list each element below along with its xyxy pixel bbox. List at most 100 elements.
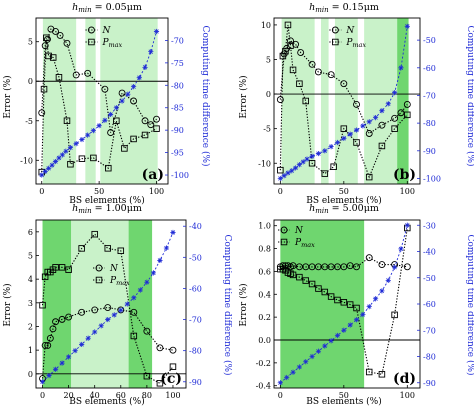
panel-d-time-point	[315, 348, 322, 354]
panel-a-time-point	[85, 132, 91, 138]
panel-b-ytick-label: 10	[261, 21, 271, 30]
panel-c-label: (c)	[160, 371, 182, 387]
panel-d-ytick-right-label: -90	[423, 379, 436, 388]
panel-a-n-point	[101, 85, 109, 93]
panel-c-ytick-label: 4	[28, 275, 33, 284]
panel-b-ytick-label: -5	[263, 125, 271, 134]
panel-c-ytick-right-label: -70	[189, 316, 202, 325]
panel-d-ytick-right-label: -30	[423, 221, 436, 230]
panel-a-time-point	[148, 49, 154, 55]
panel-b-p-max-point	[378, 142, 386, 150]
panel-b-time-point	[379, 108, 385, 114]
panel-d-time-point	[347, 322, 353, 328]
panel-d-p-max-point	[315, 285, 322, 292]
panel-a-n-point	[44, 35, 51, 43]
panel-d-time-point	[372, 296, 379, 302]
panel-b-n-point	[276, 96, 284, 104]
panel-b-time-point	[404, 23, 410, 29]
panel-c-ytick-label: 2	[28, 322, 33, 331]
panel-a-n-line	[41, 28, 157, 133]
panel-c-p-max-point	[52, 264, 59, 271]
panel-b-time-point	[296, 162, 302, 168]
panel-a-p-max-point	[153, 125, 160, 132]
panel-b-n-point	[378, 121, 386, 129]
panel-b-ytick-right-label: -100	[423, 174, 441, 183]
panel-b-time-point	[315, 150, 322, 157]
panel-a-legend-label: Pmax	[101, 38, 122, 49]
panel-a-n-point	[147, 121, 155, 129]
panel-b-legend-label: N	[345, 26, 355, 36]
panel-c-time-point	[52, 366, 59, 372]
panel-a-legend-label: N	[101, 26, 111, 36]
panel-b-n-point	[287, 37, 294, 45]
panel-b-time-point	[360, 123, 366, 129]
panel-b-n-line	[279, 39, 408, 135]
panel-a-time-point	[130, 84, 137, 90]
panel-b-shaded-band	[364, 18, 398, 184]
panel-c-p-max-point	[58, 264, 66, 271]
panel-b-xtick-label: 100	[400, 187, 415, 196]
panel-d-time-point	[385, 277, 391, 283]
panel-d-p-max-point	[340, 299, 348, 306]
panel-c-xtick-label: 40	[90, 391, 100, 400]
panel-c-time-point	[170, 229, 176, 236]
panel-a-ytick-label: 5	[28, 38, 33, 47]
panel-d-xlabel: BS elements (%)	[306, 396, 382, 407]
panel-c-n-point	[104, 304, 112, 311]
panel-b-time-point	[304, 156, 310, 162]
panel-c-ytick-right-label: -50	[189, 253, 202, 262]
panel-a-n-point	[141, 117, 149, 125]
panel-c-time-point	[150, 270, 156, 276]
panel-c-ytick-right-label: -40	[189, 222, 202, 231]
panel-b-ylabel: Error (%)	[238, 75, 249, 118]
panel-d-n-line	[280, 257, 408, 268]
panel-a-time-point	[125, 91, 131, 97]
panel-a-n-point	[107, 129, 115, 137]
panel-b-p-max-point	[284, 21, 292, 29]
panel-d-legend-label: N	[294, 226, 304, 236]
panel-d-time-point	[341, 327, 347, 333]
panel-d-time-point	[277, 380, 283, 386]
panel-a-n-point	[52, 27, 59, 35]
panel-b-legend-marker-n	[331, 26, 339, 34]
panel-c-ytick-right-label: -80	[189, 347, 202, 356]
panel-a-time-point	[96, 123, 102, 129]
panel-d-n-point	[353, 263, 360, 271]
panel-b-time-point	[347, 131, 353, 137]
panel-a-frame	[35, 17, 169, 185]
panel-b-p-max-point	[365, 173, 373, 181]
panel-b-time-point	[309, 153, 315, 159]
panel-d-p-max-point	[391, 311, 398, 319]
panel-a-ylabel-right: Computing time difference (%)	[200, 25, 211, 166]
panel-a: hmin = 0.05μm Error (%) Computing time d…	[2, 2, 211, 206]
panel-a-time-point	[49, 162, 55, 168]
panel-d-time-point	[379, 288, 385, 294]
panel-a-p-max-point	[40, 85, 48, 93]
panel-a-time-point	[79, 136, 85, 143]
panel-b-time-point	[328, 144, 334, 150]
panel-c-p-max-point	[156, 380, 164, 387]
panel-a-ytick-right-label: -100	[171, 171, 189, 180]
panel-b-n-point	[308, 60, 316, 68]
panel-d-n-point	[365, 254, 373, 262]
panel-a-time-point	[46, 165, 52, 171]
panel-d-label: (d)	[393, 371, 416, 387]
panel-c-p-max-point	[117, 247, 125, 255]
panel-c-n-point	[65, 313, 73, 321]
panel-c-time-point	[163, 245, 170, 251]
panel-d: hmin = 5.00μm Error (%) Computing time d…	[238, 203, 474, 407]
panel-c-ytick-label: 3	[28, 299, 33, 308]
panel-d-time-point	[398, 246, 404, 252]
panel-c-p-max-line	[41, 233, 174, 385]
panel-d-ylabel-right: Computing time difference (%)	[465, 234, 474, 375]
panel-a-p-max-point	[90, 154, 97, 162]
panel-b-shaded-band	[397, 18, 409, 184]
panel-b-n-point	[365, 130, 373, 137]
panel-b-time-point	[281, 173, 287, 179]
panel-c-time-point	[46, 372, 52, 379]
panel-d-p-max-point	[353, 304, 360, 312]
panel-b-p-max-point	[321, 170, 329, 177]
panel-d-n-point	[346, 262, 354, 270]
panel-a-ytick-right-label: -80	[171, 81, 184, 90]
panel-d-ytick-label: 0.2	[258, 313, 271, 322]
